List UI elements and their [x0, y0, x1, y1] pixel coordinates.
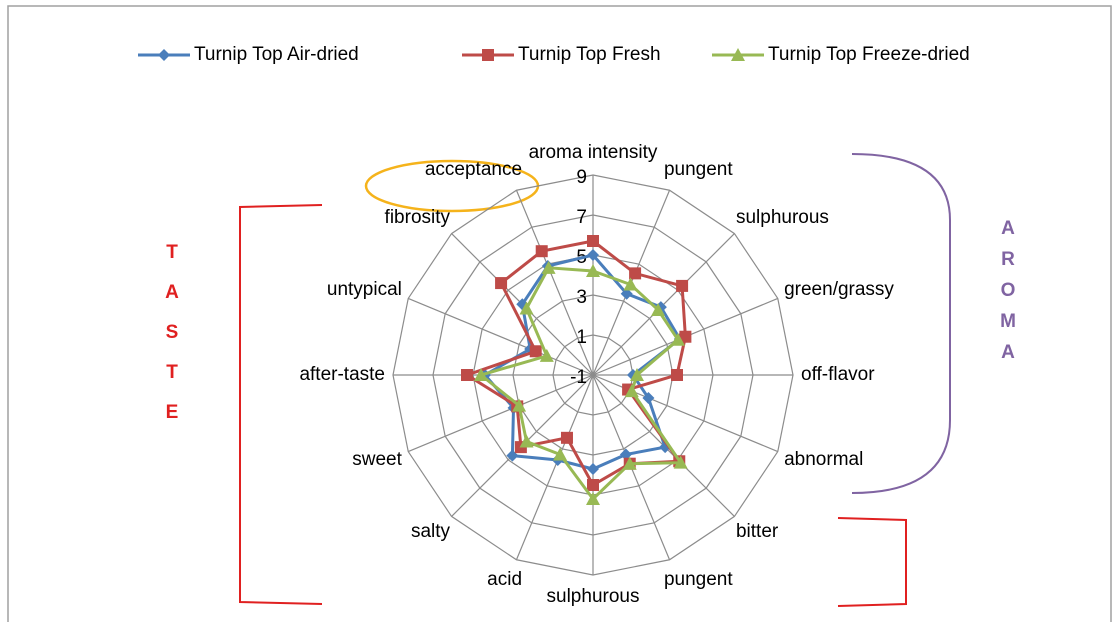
spoke [407, 374, 594, 453]
category-label: untypical [327, 279, 402, 300]
legend-label: Turnip Top Fresh [518, 44, 661, 65]
aroma-bracket [851, 153, 951, 494]
data-point [541, 260, 556, 274]
spoke [592, 374, 779, 453]
aroma-letter: A [1001, 218, 1015, 239]
data-point [651, 302, 666, 316]
category-label: fibrosity [385, 207, 451, 228]
r-tick-label: 9 [576, 167, 587, 188]
data-point [553, 447, 568, 461]
spoke [515, 189, 594, 376]
legend-label: Turnip Top Freeze-dried [768, 44, 970, 65]
taste-letter: E [166, 402, 179, 423]
taste-bracket [239, 204, 323, 605]
data-point [519, 434, 534, 448]
aroma-letter: R [1001, 249, 1015, 270]
spoke [515, 374, 594, 561]
category-label: sulphurous [547, 586, 640, 607]
data-point [624, 384, 639, 398]
data-point [679, 330, 692, 343]
r-tick-label: -1 [570, 367, 587, 388]
taste-letter: T [166, 242, 178, 263]
data-point [629, 267, 642, 280]
category-label: sweet [352, 449, 402, 470]
data-point [587, 249, 599, 261]
data-point [474, 368, 488, 381]
category-label: pungent [664, 159, 733, 180]
data-point [630, 368, 644, 381]
data-point [535, 245, 548, 258]
legend-label: Turnip Top Air-dried [194, 44, 359, 65]
data-point [673, 455, 688, 469]
aroma-letter: M [1000, 311, 1016, 332]
data-point [529, 345, 542, 358]
taste-letter: A [165, 282, 179, 303]
data-point [731, 48, 745, 61]
aroma-letter: O [1001, 280, 1016, 301]
data-point [622, 456, 637, 470]
data-point [671, 369, 683, 381]
taste-letter: S [166, 322, 179, 343]
r-tick-label: 1 [576, 327, 587, 348]
data-point [495, 277, 508, 290]
data-point [620, 287, 633, 300]
data-point [586, 492, 600, 505]
data-point [587, 479, 599, 491]
data-point [619, 448, 632, 461]
data-point [461, 369, 473, 381]
aroma-letter: A [1001, 342, 1015, 363]
r-tick-label: 7 [576, 207, 587, 228]
bitter-bracket [837, 517, 907, 607]
data-point [642, 391, 655, 404]
data-point [560, 431, 573, 444]
category-label: abnormal [784, 449, 863, 470]
data-point [482, 49, 494, 61]
spoke [407, 297, 594, 376]
data-point [676, 279, 689, 292]
taste-letter: T [166, 362, 178, 383]
category-label: sulphurous [736, 207, 829, 228]
data-point [512, 398, 527, 412]
chart-border [7, 5, 1112, 622]
category-label: acceptance [425, 159, 522, 180]
data-point [587, 235, 599, 247]
data-point [623, 277, 638, 291]
category-label: acid [487, 569, 522, 590]
data-point [158, 49, 170, 61]
category-label: after-taste [299, 364, 385, 385]
category-label: green/grassy [784, 279, 894, 300]
category-label: pungent [664, 569, 733, 590]
data-point [586, 264, 600, 277]
category-label: aroma intensity [529, 142, 658, 163]
data-point [670, 332, 685, 346]
data-point [539, 348, 554, 362]
category-label: bitter [736, 521, 779, 542]
category-label: off-flavor [801, 364, 875, 385]
data-point [519, 301, 534, 315]
category-label: salty [411, 521, 451, 542]
r-tick-label: 3 [576, 287, 587, 308]
data-point [587, 463, 599, 475]
